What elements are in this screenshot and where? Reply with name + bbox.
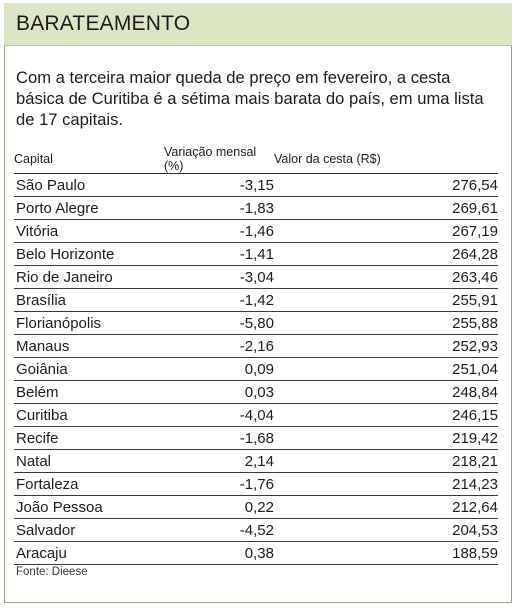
header-title: BARATEAMENTO — [16, 12, 191, 35]
cell-capital: São Paulo — [14, 173, 164, 197]
cell-capital: Aracaju — [14, 541, 164, 565]
intro-text: Com a terceira maior queda de preço em f… — [16, 68, 484, 129]
cell-capital: Natal — [14, 449, 164, 473]
table-header-row: Capital Variação mensal (%) Valor da ces… — [14, 145, 498, 174]
cell-variation: -2,16 — [164, 334, 274, 358]
table-row: Salvador -4,52 204,53 — [14, 518, 498, 542]
table-row: João Pessoa 0,22 212,64 — [14, 495, 498, 519]
cell-capital: Goiânia — [14, 357, 164, 381]
cell-variation: -1,68 — [164, 426, 274, 450]
source-note: Fonte: Dieese — [16, 566, 88, 578]
cell-variation: -5,80 — [164, 311, 274, 335]
cell-value: 188,59 — [274, 541, 498, 565]
cell-capital: Vitória — [14, 219, 164, 243]
column-header-variation: Variação mensal (%) — [164, 145, 274, 174]
capitals-table: Capital Variação mensal (%) Valor da ces… — [14, 145, 498, 565]
cell-value: 251,04 — [274, 357, 498, 381]
cell-capital: Porto Alegre — [14, 196, 164, 220]
cell-capital: Fortaleza — [14, 472, 164, 496]
cell-variation: -1,41 — [164, 242, 274, 266]
table-row: Fortaleza -1,76 214,23 — [14, 472, 498, 496]
cell-capital: Brasília — [14, 288, 164, 312]
table-row: Porto Alegre -1,83 269,61 — [14, 196, 498, 220]
cell-variation: -1,46 — [164, 219, 274, 243]
cell-variation: -4,52 — [164, 518, 274, 542]
table-row: Belém 0,03 248,84 — [14, 380, 498, 404]
table-row: Florianópolis -5,80 255,88 — [14, 311, 498, 335]
table-row: Manaus -2,16 252,93 — [14, 334, 498, 358]
table-row: São Paulo -3,15 276,54 — [14, 173, 498, 197]
cell-capital: Recife — [14, 426, 164, 450]
cell-value: 255,91 — [274, 288, 498, 312]
cell-capital: Manaus — [14, 334, 164, 358]
cell-capital: Florianópolis — [14, 311, 164, 335]
cell-variation: -1,83 — [164, 196, 274, 220]
cell-variation: 0,03 — [164, 380, 274, 404]
cell-variation: -1,76 — [164, 472, 274, 496]
cell-value: 252,93 — [274, 334, 498, 358]
cell-value: 246,15 — [274, 403, 498, 427]
cell-capital: Rio de Janeiro — [14, 265, 164, 289]
cell-capital: Curitiba — [14, 403, 164, 427]
cell-value: 214,23 — [274, 472, 498, 496]
cell-value: 218,21 — [274, 449, 498, 473]
cell-value: 276,54 — [274, 173, 498, 197]
cell-capital: Belo Horizonte — [14, 242, 164, 266]
table-row: Natal 2,14 218,21 — [14, 449, 498, 473]
table-row: Curitiba -4,04 246,15 — [14, 403, 498, 427]
header-bar: BARATEAMENTO — [4, 3, 512, 46]
cell-value: 248,84 — [274, 380, 498, 404]
cell-variation: -1,42 — [164, 288, 274, 312]
table-row: Belo Horizonte -1,41 264,28 — [14, 242, 498, 266]
cell-value: 269,61 — [274, 196, 498, 220]
cell-value: 219,42 — [274, 426, 498, 450]
table-row: Brasília -1,42 255,91 — [14, 288, 498, 312]
table-row: Goiânia 0,09 251,04 — [14, 357, 498, 381]
cell-value: 267,19 — [274, 219, 498, 243]
cell-capital: Belém — [14, 380, 164, 404]
table-row: Recife -1,68 219,42 — [14, 426, 498, 450]
table-row: Aracaju 0,38 188,59 — [14, 541, 498, 565]
cell-variation: -4,04 — [164, 403, 274, 427]
column-header-value: Valor da cesta (R$) — [274, 145, 498, 174]
cell-variation: -3,04 — [164, 265, 274, 289]
cell-variation: -3,15 — [164, 173, 274, 197]
cell-capital: Salvador — [14, 518, 164, 542]
cell-value: 204,53 — [274, 518, 498, 542]
cell-value: 263,46 — [274, 265, 498, 289]
table-row: Vitória -1,46 267,19 — [14, 219, 498, 243]
cell-variation: 0,09 — [164, 357, 274, 381]
cell-value: 255,88 — [274, 311, 498, 335]
cell-value: 264,28 — [274, 242, 498, 266]
table-row: Rio de Janeiro -3,04 263,46 — [14, 265, 498, 289]
cell-capital: João Pessoa — [14, 495, 164, 519]
cell-variation: 0,38 — [164, 541, 274, 565]
column-header-capital: Capital — [14, 145, 164, 174]
cell-variation: 2,14 — [164, 449, 274, 473]
cell-value: 212,64 — [274, 495, 498, 519]
cell-variation: 0,22 — [164, 495, 274, 519]
